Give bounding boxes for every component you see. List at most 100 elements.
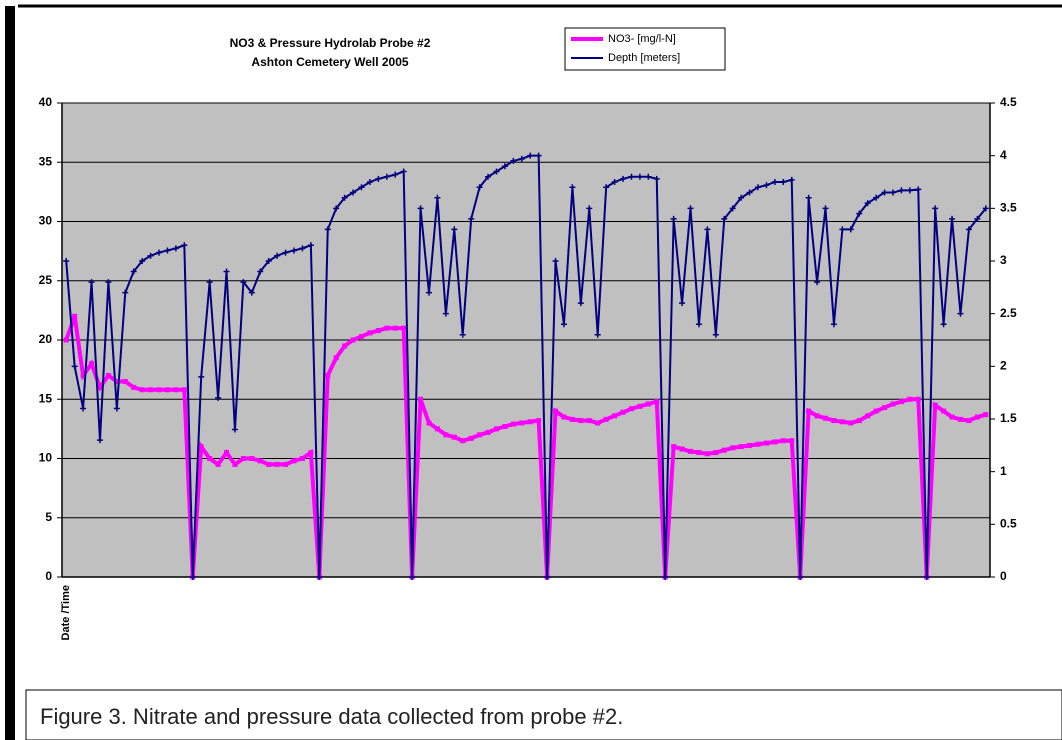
point	[603, 416, 609, 422]
point	[806, 408, 812, 414]
point	[156, 387, 162, 393]
point	[578, 418, 584, 424]
legend	[564, 27, 726, 71]
point	[434, 194, 441, 201]
point	[147, 252, 154, 259]
point	[932, 205, 939, 212]
point	[114, 378, 120, 384]
point	[139, 258, 146, 264]
point	[890, 401, 896, 407]
y2-tick-label: 2	[1000, 359, 1007, 373]
point	[865, 413, 871, 419]
point	[974, 215, 981, 222]
point	[325, 373, 331, 379]
point	[907, 396, 913, 402]
point	[307, 242, 314, 249]
point	[688, 448, 694, 454]
point	[333, 205, 340, 212]
y2-tick-label: 3	[1000, 253, 1007, 267]
point	[299, 245, 306, 252]
point	[569, 184, 576, 191]
x-tick-label: Date /Time	[60, 585, 72, 640]
point	[485, 173, 492, 180]
point	[240, 279, 247, 286]
point	[662, 574, 669, 580]
point	[915, 186, 922, 193]
point	[198, 444, 204, 450]
point	[830, 321, 837, 328]
point	[746, 189, 753, 196]
point	[392, 325, 398, 331]
point	[131, 384, 137, 390]
point	[772, 439, 778, 445]
point	[198, 373, 205, 380]
point	[63, 337, 69, 343]
point	[358, 184, 365, 191]
point	[553, 408, 559, 414]
point	[282, 249, 289, 256]
y-tick-label: 10	[39, 451, 53, 465]
y-tick-label: 0	[45, 569, 52, 583]
point	[594, 331, 601, 338]
point	[527, 152, 534, 159]
y2-tick-label: 2.5	[1000, 306, 1017, 320]
chart-title: NO3 & Pressure Hydrolab Probe #2	[230, 36, 431, 50]
y2-tick-label: 4.5	[1000, 95, 1017, 109]
point	[434, 426, 440, 432]
point	[164, 247, 171, 254]
point	[401, 325, 407, 331]
point	[957, 310, 964, 317]
point	[738, 444, 744, 450]
point	[164, 387, 170, 393]
point	[96, 437, 103, 444]
point	[383, 173, 390, 180]
point	[923, 574, 930, 580]
point	[653, 175, 660, 182]
point	[215, 461, 221, 467]
point	[476, 184, 483, 191]
point	[974, 414, 980, 420]
point	[426, 420, 432, 426]
y-tick-label: 30	[39, 214, 53, 228]
caption-box	[25, 689, 1062, 740]
point	[493, 426, 499, 432]
point	[831, 418, 837, 424]
point	[333, 355, 339, 361]
chart-subtitle: Ashton Cemetery Well 2005	[251, 55, 408, 69]
point	[949, 215, 956, 222]
point	[797, 574, 804, 580]
point	[704, 451, 710, 457]
point	[409, 574, 416, 580]
point	[122, 289, 129, 296]
point	[510, 421, 516, 427]
point	[941, 408, 947, 414]
point	[763, 182, 770, 189]
point	[113, 405, 120, 412]
point	[485, 429, 491, 435]
point	[392, 171, 399, 178]
point	[780, 438, 786, 444]
point	[595, 420, 601, 426]
y2-tick-label: 0	[1000, 569, 1007, 583]
point	[898, 399, 904, 405]
point	[308, 450, 314, 456]
point	[189, 574, 196, 580]
point	[342, 343, 348, 349]
point	[906, 187, 913, 194]
point	[636, 173, 643, 180]
point	[468, 215, 475, 222]
point	[459, 331, 466, 338]
point	[527, 419, 533, 425]
point	[71, 363, 78, 370]
point	[670, 215, 677, 222]
point	[561, 414, 567, 420]
point	[704, 226, 711, 233]
point	[560, 321, 567, 328]
point	[771, 179, 778, 185]
point	[291, 247, 297, 254]
point	[789, 438, 795, 444]
point	[80, 405, 87, 412]
point	[637, 403, 643, 409]
point	[552, 258, 559, 264]
point	[266, 461, 272, 467]
